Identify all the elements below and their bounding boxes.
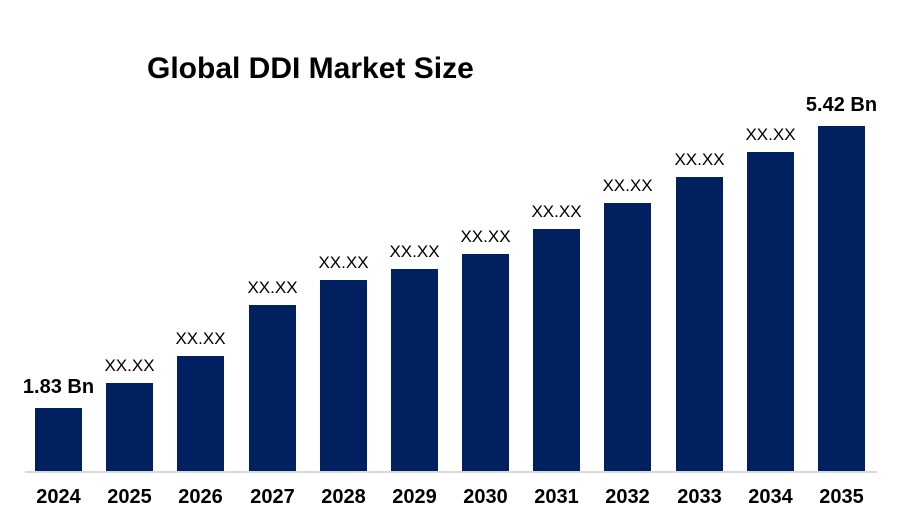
value-label-2032: XX.XX	[602, 176, 653, 195]
x-tick-2027: 2027	[250, 486, 295, 508]
value-label-2026: XX.XX	[175, 329, 226, 348]
bar-2032	[604, 203, 651, 471]
x-tick-2033: 2033	[677, 486, 722, 508]
x-axis-line	[25, 471, 877, 473]
bar-2026	[177, 356, 224, 471]
value-label-2024: 1.83 Bn	[22, 376, 95, 398]
value-label-2034: XX.XX	[745, 125, 796, 144]
x-tick-2029: 2029	[392, 486, 437, 508]
value-label-2030: XX.XX	[460, 227, 511, 246]
bar-2035	[818, 126, 865, 471]
value-label-2035: 5.42 Bn	[805, 94, 878, 116]
value-label-2031: XX.XX	[531, 202, 582, 221]
value-label-2033: XX.XX	[674, 150, 725, 169]
value-label-2027: XX.XX	[247, 278, 298, 297]
bar-2028	[320, 280, 367, 471]
value-label-2025: XX.XX	[104, 356, 155, 375]
bar-2025	[106, 383, 153, 471]
value-label-2029: XX.XX	[389, 242, 440, 261]
bar-2031	[533, 229, 580, 471]
value-label-2028: XX.XX	[318, 253, 369, 272]
x-tick-2024: 2024	[36, 486, 81, 508]
bar-2027	[249, 305, 296, 471]
x-tick-2026: 2026	[178, 486, 223, 508]
x-tick-2030: 2030	[463, 486, 508, 508]
chart-title: Global DDI Market Size	[147, 52, 474, 85]
bar-2030	[462, 254, 509, 471]
x-tick-2025: 2025	[107, 486, 152, 508]
bar-2029	[391, 269, 438, 471]
x-tick-2034: 2034	[748, 486, 793, 508]
bar-2034	[747, 152, 794, 471]
bar-2033	[676, 177, 723, 471]
x-tick-2031: 2031	[534, 486, 579, 508]
bar-2024	[35, 408, 82, 471]
x-tick-2028: 2028	[321, 486, 366, 508]
x-tick-2035: 2035	[819, 486, 864, 508]
x-tick-2032: 2032	[605, 486, 650, 508]
